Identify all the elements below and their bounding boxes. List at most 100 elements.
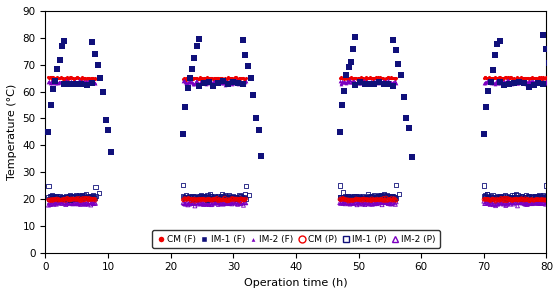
CM (F) (537, 77, 546, 82)
IM-2 (P) (390, 200, 399, 205)
IM-2 (F) (83, 79, 92, 84)
IM-1 (P) (519, 195, 528, 200)
IM-2 (P) (225, 201, 234, 206)
CM (P) (368, 198, 377, 203)
CM (F) (191, 76, 200, 80)
IM-2 (F) (503, 79, 512, 84)
IM-2 (P) (78, 200, 87, 205)
CM (P) (357, 197, 366, 202)
IM-1 (P) (91, 185, 100, 190)
IM-1 (P) (395, 191, 404, 196)
IM-2 (P) (352, 200, 361, 205)
CM (F) (497, 76, 506, 81)
CM (P) (501, 196, 510, 201)
IM-2 (F) (338, 79, 347, 84)
IM-2 (P) (355, 202, 364, 206)
CM (P) (86, 197, 95, 201)
IM-2 (P) (68, 202, 77, 206)
IM-2 (F) (228, 82, 237, 87)
CM (P) (340, 197, 349, 202)
IM-2 (P) (190, 201, 199, 206)
CM (F) (377, 76, 386, 80)
CM (P) (362, 198, 371, 203)
CM (P) (384, 198, 393, 203)
CM (P) (526, 197, 535, 202)
IM-2 (F) (364, 80, 373, 85)
CM (P) (180, 196, 189, 201)
IM-1 (P) (229, 195, 238, 200)
CM (P) (349, 197, 358, 202)
CM (F) (482, 75, 491, 80)
IM-2 (P) (353, 201, 362, 206)
CM (F) (198, 76, 207, 81)
IM-2 (F) (77, 81, 86, 86)
CM (F) (516, 76, 525, 81)
IM-2 (P) (236, 201, 245, 206)
IM-2 (P) (486, 202, 494, 207)
IM-2 (P) (384, 201, 393, 206)
IM-1 (P) (488, 193, 497, 198)
IM-2 (P) (54, 200, 63, 205)
IM-1 (F) (405, 126, 414, 131)
CM (P) (388, 197, 396, 202)
CM (F) (182, 75, 191, 80)
IM-1 (P) (498, 193, 507, 198)
CM (P) (230, 198, 239, 203)
IM-2 (P) (501, 200, 510, 205)
IM-2 (P) (214, 200, 223, 205)
IM-2 (F) (49, 79, 58, 84)
X-axis label: Operation time (h): Operation time (h) (244, 278, 348, 288)
IM-2 (P) (65, 200, 74, 205)
CM (F) (381, 76, 390, 80)
IM-1 (P) (225, 193, 234, 198)
CM (F) (210, 76, 219, 81)
IM-1 (P) (346, 194, 355, 199)
IM-2 (P) (505, 200, 514, 205)
IM-2 (F) (372, 81, 381, 86)
CM (P) (360, 197, 368, 201)
IM-2 (P) (49, 202, 58, 207)
CM (F) (486, 76, 494, 80)
IM-1 (P) (234, 195, 243, 200)
IM-2 (F) (207, 79, 216, 84)
IM-2 (P) (350, 200, 359, 205)
IM-2 (F) (55, 79, 64, 84)
IM-2 (F) (540, 80, 549, 85)
IM-2 (P) (181, 202, 190, 206)
IM-2 (F) (346, 80, 355, 85)
CM (F) (197, 76, 206, 81)
CM (F) (78, 76, 87, 81)
IM-2 (P) (83, 200, 92, 205)
IM-2 (P) (515, 200, 524, 205)
IM-2 (P) (220, 200, 228, 205)
CM (F) (541, 76, 550, 81)
CM (P) (79, 197, 88, 202)
CM (F) (522, 76, 531, 80)
IM-1 (P) (376, 194, 385, 199)
CM (P) (380, 198, 389, 203)
IM-2 (P) (179, 200, 188, 205)
CM (F) (226, 76, 235, 81)
CM (F) (240, 76, 249, 81)
IM-2 (F) (515, 79, 524, 84)
IM-2 (P) (191, 200, 200, 205)
IM-2 (P) (208, 202, 217, 207)
IM-2 (P) (186, 201, 195, 206)
IM-1 (F) (46, 103, 55, 108)
IM-1 (F) (53, 67, 62, 71)
CM (F) (226, 76, 235, 81)
CM (F) (377, 76, 386, 81)
IM-1 (P) (366, 194, 375, 199)
CM (P) (356, 198, 365, 203)
IM-2 (P) (67, 200, 76, 205)
CM (P) (45, 198, 54, 203)
IM-2 (F) (61, 77, 70, 82)
IM-1 (P) (62, 194, 71, 199)
IM-1 (F) (396, 73, 405, 78)
CM (F) (88, 76, 97, 80)
CM (P) (481, 197, 490, 202)
CM (P) (195, 197, 204, 202)
IM-2 (P) (503, 200, 512, 205)
IM-2 (P) (180, 201, 189, 206)
IM-2 (F) (62, 79, 71, 84)
